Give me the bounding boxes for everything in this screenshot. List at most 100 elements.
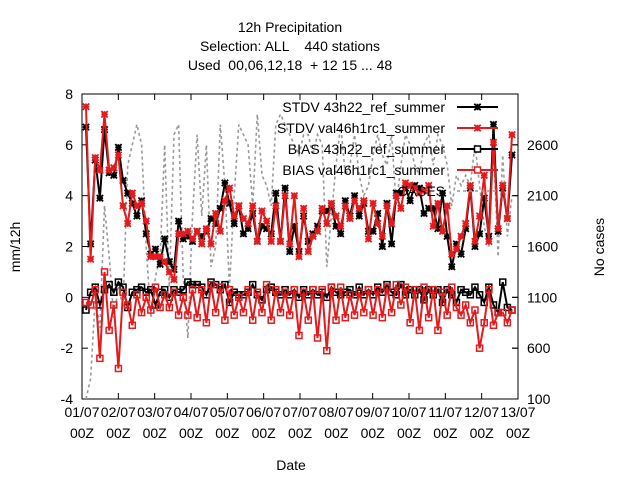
data-point-3 (323, 346, 331, 355)
data-point-3 (147, 306, 155, 314)
chart-title-line-2: Selection: ALL 440 stations (200, 38, 380, 54)
data-point-1 (133, 201, 141, 210)
data-point-3 (184, 311, 192, 319)
legend-label-4: CASES (398, 183, 445, 199)
data-point-1 (401, 179, 410, 187)
data-point-3 (221, 316, 229, 324)
data-point-3 (392, 280, 400, 289)
data-point-2 (498, 278, 507, 286)
x-tick-label: 07/07 (282, 404, 317, 420)
data-point-0 (447, 262, 456, 271)
data-point-1 (410, 184, 419, 192)
data-point-1 (82, 102, 90, 111)
data-point-1 (91, 153, 100, 162)
data-point-3 (290, 285, 299, 294)
data-point-1 (392, 191, 401, 200)
data-point-1 (156, 252, 164, 261)
data-point-3 (207, 280, 215, 289)
x-tick-label: 00Z (506, 425, 531, 441)
data-point-3 (318, 285, 326, 294)
data-point-1 (359, 196, 368, 205)
data-point-0 (332, 222, 340, 231)
x-tick-label: 13/07 (500, 404, 535, 420)
data-point-1 (207, 240, 215, 248)
data-point-3 (350, 311, 359, 319)
data-point-3 (110, 301, 118, 309)
data-point-3 (397, 301, 405, 309)
data-point-1 (197, 240, 206, 248)
data-point-1 (128, 189, 137, 197)
x-tick-label: 09/07 (355, 404, 390, 420)
data-point-1 (309, 232, 317, 241)
data-point-3 (424, 313, 433, 322)
data-point-1 (438, 227, 447, 236)
x-tick-label: 00Z (288, 425, 313, 441)
data-point-0 (207, 214, 215, 223)
y2-tick-label: 100 (527, 391, 551, 407)
data-point-0 (397, 189, 405, 197)
y2-tick-label: 2600 (527, 137, 558, 153)
data-point-3 (239, 308, 248, 317)
data-point-1 (142, 217, 151, 225)
data-point-0 (230, 219, 239, 228)
data-point-3 (96, 354, 104, 363)
data-point-0 (480, 194, 489, 203)
data-point-0 (424, 204, 433, 213)
data-point-0 (179, 235, 188, 243)
data-point-3 (503, 319, 512, 327)
data-point-1 (397, 204, 405, 213)
data-point-1 (230, 212, 239, 220)
data-point-3 (211, 308, 220, 317)
data-point-3 (128, 321, 137, 330)
data-point-3 (448, 283, 456, 291)
y-tick-label: 8 (65, 86, 73, 102)
data-point-2 (475, 291, 484, 299)
y2-tick-label: 1600 (527, 239, 558, 255)
data-point-3 (466, 319, 475, 327)
data-point-1 (494, 224, 502, 233)
data-point-1 (234, 201, 243, 210)
data-point-3 (276, 308, 285, 317)
data-point-3 (202, 319, 211, 327)
data-point-0 (216, 204, 225, 213)
data-point-0 (355, 212, 364, 220)
data-point-1 (137, 199, 146, 208)
data-point-0 (281, 184, 289, 192)
data-point-3 (123, 301, 132, 309)
y2-tick-label: 600 (527, 340, 551, 356)
data-point-0 (406, 196, 414, 205)
data-point-1 (267, 237, 276, 246)
data-point-2 (110, 288, 118, 296)
data-point-1 (415, 189, 424, 197)
x-tick-label: 00Z (106, 425, 131, 441)
data-point-3 (188, 285, 197, 294)
data-point-1 (151, 252, 160, 261)
chart-title-line-1: 12h Precipitation (238, 19, 342, 35)
data-point-0 (415, 184, 424, 192)
data-point-1 (480, 171, 489, 180)
data-point-0 (123, 189, 132, 197)
data-point-1 (165, 268, 174, 276)
data-point-1 (160, 257, 169, 266)
data-point-1 (281, 191, 289, 200)
data-point-3 (160, 291, 169, 299)
data-point-3 (119, 288, 127, 296)
data-point-0 (225, 199, 234, 208)
data-point-3 (508, 306, 516, 314)
y2-tick-label: 2100 (527, 188, 558, 204)
data-point-0 (471, 242, 479, 251)
data-point-1 (485, 237, 493, 246)
data-point-1 (188, 235, 197, 243)
data-point-1 (184, 227, 192, 236)
data-point-0 (258, 222, 266, 231)
y-tick-label: 2 (65, 239, 73, 255)
legend-marker-3 (473, 166, 482, 174)
series-line-3 (85, 271, 513, 369)
data-point-3 (438, 288, 447, 296)
data-point-3 (471, 306, 479, 314)
data-point-1 (100, 110, 109, 119)
data-point-1 (452, 245, 461, 253)
x-axis-label: Date (276, 457, 306, 473)
data-point-3 (406, 319, 414, 327)
data-point-3 (332, 316, 340, 324)
